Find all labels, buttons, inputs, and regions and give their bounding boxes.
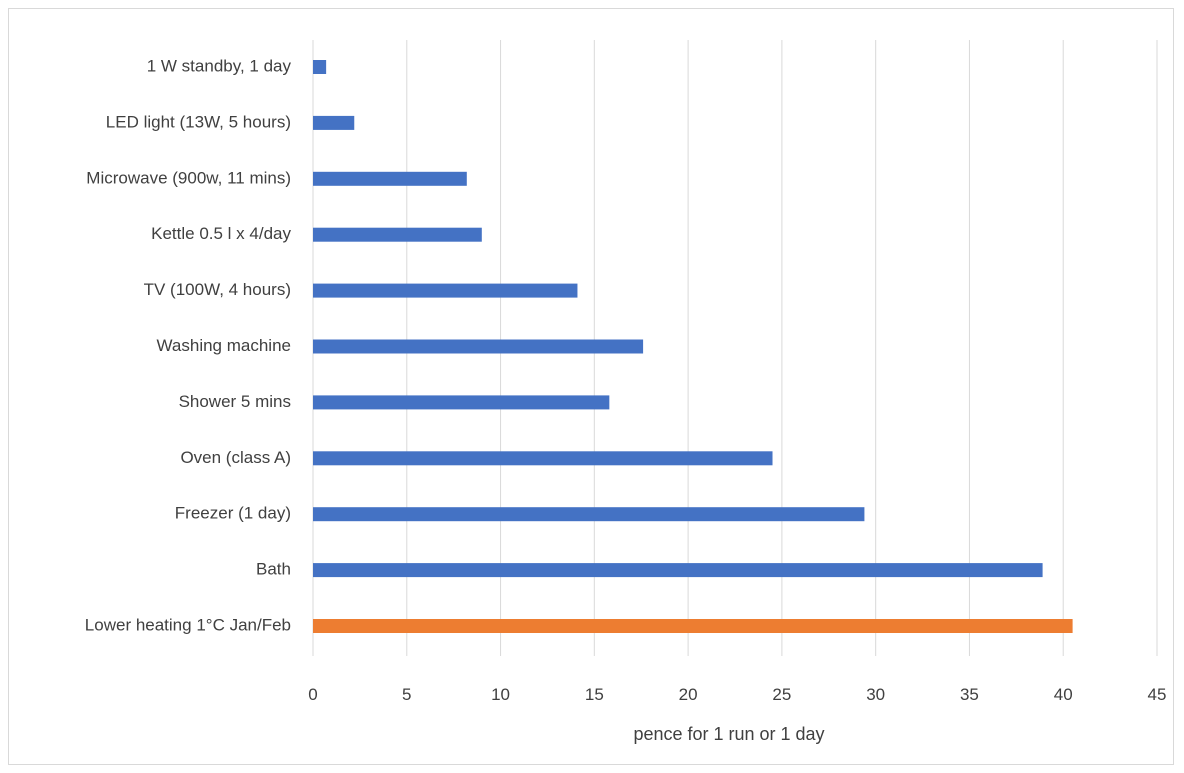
- bar-7: [313, 451, 773, 466]
- gridlines: [312, 40, 1158, 656]
- x-tick-label-40: 40: [1054, 685, 1073, 704]
- chart-frame: [8, 8, 1174, 765]
- x-tick-label-35: 35: [960, 685, 979, 704]
- category-label-5: Washing machine: [157, 336, 292, 355]
- x-tick-label-30: 30: [866, 685, 885, 704]
- bar-1: [313, 115, 355, 130]
- x-tick-labels: 0 5 10 15 20 25 30 35 40 45: [308, 685, 1166, 704]
- x-tick-label-25: 25: [772, 685, 791, 704]
- x-tick-label-10: 10: [491, 685, 510, 704]
- category-label-1: LED light (13W, 5 hours): [106, 112, 291, 131]
- bar-4: [313, 283, 578, 298]
- x-tick-label-5: 5: [402, 685, 411, 704]
- category-label-10: Lower heating 1°C Jan/Feb: [85, 615, 291, 634]
- x-tick-label-45: 45: [1148, 685, 1167, 704]
- category-labels: 1 W standby, 1 day LED light (13W, 5 hour…: [85, 56, 292, 634]
- bars: [313, 60, 1073, 633]
- x-tick-label-20: 20: [679, 685, 698, 704]
- category-label-3: Kettle 0.5 l x 4/day: [151, 224, 291, 243]
- bar-8: [313, 507, 865, 522]
- bar-3: [313, 227, 482, 242]
- category-label-0: 1 W standby, 1 day: [147, 56, 292, 75]
- bar-6: [313, 395, 610, 410]
- category-label-9: Bath: [256, 560, 291, 579]
- bar-0: [313, 60, 327, 74]
- bar-10: [313, 619, 1073, 633]
- category-label-2: Microwave (900w, 11 mins): [86, 168, 291, 187]
- category-label-6: Shower 5 mins: [179, 392, 291, 411]
- category-label-4: TV (100W, 4 hours): [144, 280, 291, 299]
- x-tick-label-15: 15: [585, 685, 604, 704]
- bar-9: [313, 563, 1043, 578]
- bar-5: [313, 339, 644, 354]
- x-axis-title: pence for 1 run or 1 day: [633, 724, 824, 744]
- category-label-8: Freezer (1 day): [175, 504, 291, 523]
- category-label-7: Oven (class A): [180, 448, 291, 467]
- bar-2: [313, 171, 467, 186]
- x-tick-label-0: 0: [308, 685, 317, 704]
